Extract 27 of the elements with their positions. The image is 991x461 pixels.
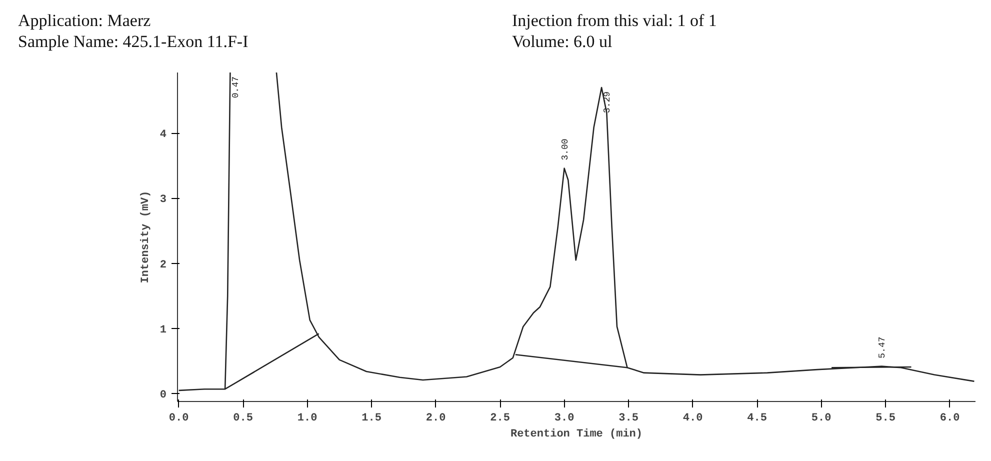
annotation: 5.47 — [878, 336, 888, 358]
y-tick-label: 2 — [160, 259, 167, 272]
y-tick-label: 0 — [160, 390, 167, 402]
x-tick-label: 6.0 — [940, 412, 960, 424]
x-tick-label: 3.5 — [618, 412, 639, 424]
x-tick-label: 1.5 — [362, 412, 382, 424]
y-tick-label: 4 — [160, 129, 167, 142]
x-tick-label: 4.5 — [747, 412, 768, 424]
text: Injection from this vial: 1 of 1 — [512, 11, 717, 30]
chart-title: Application: Maerz — [18, 11, 151, 30]
chart-subtitle: Sample Name: 425.1-Exon 11.F-I — [18, 32, 248, 51]
x-tick-label: 2.0 — [426, 412, 446, 424]
x-tick-label: 1.0 — [297, 412, 318, 424]
x-tick-label: 0.5 — [233, 412, 254, 424]
x-tick-label: 5.0 — [811, 412, 832, 424]
annotation: 0.47 — [231, 76, 242, 98]
x-tick-label: 3.0 — [554, 412, 574, 424]
y-tick-label: 3 — [160, 194, 167, 206]
text: Volume: 6.0 ul — [512, 32, 612, 51]
x-tick-label: 5.5 — [876, 412, 896, 424]
annotation: 3.00 — [560, 138, 570, 160]
x-tick-label: 4.0 — [682, 412, 703, 424]
x-axis-title: Retention Time (min) — [510, 428, 643, 440]
y-tick-label: 1 — [160, 324, 167, 337]
y-axis-title: Intensity (mV) — [140, 190, 152, 284]
x-tick-label: 0.0 — [168, 412, 189, 424]
x-tick-label: 2.5 — [490, 412, 510, 424]
